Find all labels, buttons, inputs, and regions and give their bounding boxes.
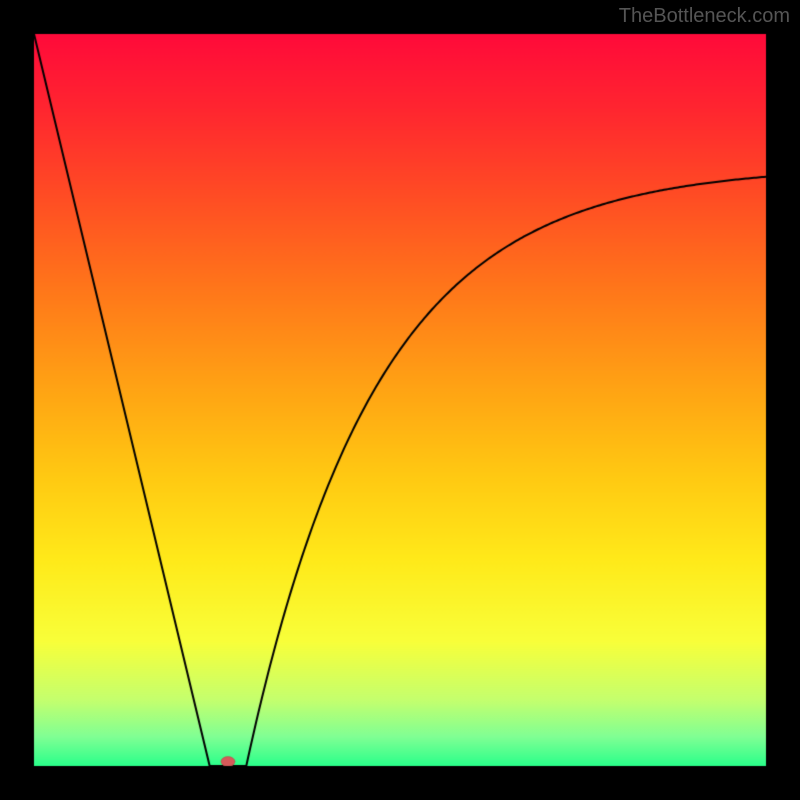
- watermark-text: TheBottleneck.com: [619, 5, 790, 28]
- chart-container: TheBottleneck.com: [0, 0, 800, 800]
- bottleneck-chart-canvas: [0, 0, 800, 800]
